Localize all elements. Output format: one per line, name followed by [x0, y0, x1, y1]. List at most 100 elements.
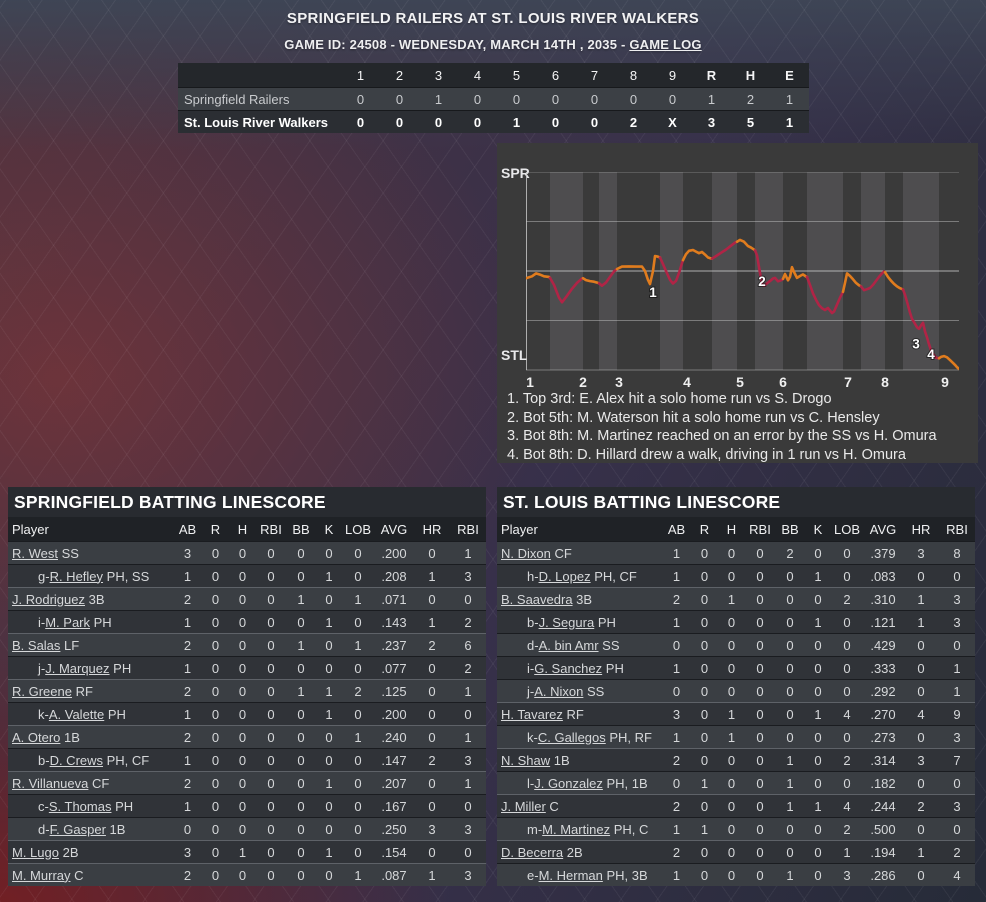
stat-cell: 0: [917, 821, 925, 837]
player-position: SS: [583, 683, 605, 699]
player-cell: J. Miller C: [497, 799, 662, 814]
linescore-team-name[interactable]: Springfield Railers: [184, 91, 290, 107]
stat-cell: .154: [381, 844, 407, 860]
player-name-link[interactable]: G. Sanchez: [534, 660, 603, 676]
player-name-link[interactable]: F. Gasper: [49, 821, 106, 837]
stat-cell: 0: [814, 775, 822, 791]
player-name-link[interactable]: M. Lugo: [12, 844, 59, 860]
event-marker-1: 1: [649, 285, 657, 300]
inning-score-cell: 0: [395, 114, 404, 130]
stat-cell: 0: [238, 545, 247, 561]
stat-cell: 0: [354, 752, 362, 768]
hits-cell: 2: [746, 91, 755, 107]
stat-cell: 0: [727, 545, 736, 561]
stat-cell: 0: [297, 752, 305, 768]
pinch-prefix: k-: [38, 706, 49, 722]
stat-cell: 0: [953, 637, 961, 653]
player-name-link[interactable]: D. Crews: [49, 752, 104, 768]
win-prob-line-spr: [883, 270, 905, 291]
stat-cell: 1: [727, 706, 736, 722]
stat-cell: 1: [183, 752, 192, 768]
stat-cell: 0: [786, 568, 794, 584]
stat-cell: .083: [870, 568, 896, 584]
player-name-link[interactable]: R. Greene: [12, 683, 72, 699]
stat-cell: 0: [756, 706, 764, 722]
game-log-link[interactable]: GAME LOG: [629, 37, 702, 52]
inning-score-cell: 0: [395, 91, 404, 107]
player-cell: j-J. Marquez PH: [8, 661, 173, 676]
stat-cell: 3: [917, 752, 925, 768]
inning-tick-label: 6: [779, 374, 787, 390]
player-name-link[interactable]: A. Nixon: [534, 683, 584, 699]
player-name-link[interactable]: D. Becerra: [501, 844, 564, 860]
player-name-link[interactable]: A. Otero: [12, 729, 61, 745]
inning-tick-label: 2: [579, 374, 587, 390]
player-name-link[interactable]: J. Gonzalez: [534, 775, 603, 791]
stat-cell: 0: [756, 591, 764, 607]
stat-cell: .207: [381, 775, 407, 791]
player-position: PH, CF: [590, 568, 637, 584]
linescore-header-cell: 9: [668, 67, 677, 83]
win-prob-line-stl: [658, 256, 685, 285]
batting-row: J. Miller C 2 0 0 0 1 1 4 .244 2 3: [497, 794, 975, 817]
player-name-link[interactable]: J. Segura: [538, 614, 595, 630]
stat-cell: 2: [183, 637, 192, 653]
stat-cell: 0: [786, 729, 794, 745]
stat-cell: 0: [756, 729, 764, 745]
player-name-link[interactable]: S. Thomas: [48, 798, 112, 814]
player-name-link[interactable]: J. Marquez: [45, 660, 110, 676]
player-name-link[interactable]: N. Dixon: [501, 545, 551, 561]
player-name-link[interactable]: N. Shaw: [501, 752, 551, 768]
player-name-link[interactable]: R. Villanueva: [12, 775, 89, 791]
stat-cell: 0: [843, 545, 851, 561]
stat-cell: .071: [381, 591, 407, 607]
inning-score-cell: 2: [629, 114, 638, 130]
player-name-link[interactable]: A. Valette: [48, 706, 105, 722]
stat-cell: 0: [756, 821, 764, 837]
stat-cell: 0: [267, 752, 275, 768]
player-name-link[interactable]: R. West: [12, 545, 58, 561]
stat-cell: 1: [917, 844, 925, 860]
stat-cell: .310: [870, 591, 896, 607]
stat-cell: 0: [211, 706, 220, 722]
player-name-link[interactable]: M. Murray: [12, 867, 71, 883]
player-name-link[interactable]: C. Gallegos: [537, 729, 606, 745]
stat-cell: 1: [843, 844, 851, 860]
stat-cell: 1: [354, 637, 362, 653]
player-name-link[interactable]: B. Saavedra: [501, 591, 573, 607]
player-name-link[interactable]: M. Martinez: [542, 821, 611, 837]
win-prob-line-spr: [735, 238, 757, 252]
stat-cell: 0: [727, 614, 736, 630]
stat-cell: 0: [786, 821, 794, 837]
stat-cell: 0: [238, 775, 247, 791]
player-cell: J. Rodriguez 3B: [8, 592, 173, 607]
player-name-link[interactable]: R. Hefley: [49, 568, 104, 584]
batting-row: b-D. Crews PH, CF 1 0 0 0 0 0 0 .147 2 3: [8, 748, 486, 771]
stat-cell: 2: [953, 844, 961, 860]
player-name-link[interactable]: H. Tavarez: [501, 706, 563, 722]
stat-cell: 0: [428, 729, 436, 745]
stat-cell: 0: [211, 821, 220, 837]
stat-cell: 0: [700, 729, 709, 745]
batting-header-cell: H: [237, 521, 248, 537]
batting-row: J. Rodriguez 3B 2 0 0 0 1 0 1 .071 0 0: [8, 587, 486, 610]
player-name-link[interactable]: B. Salas: [12, 637, 61, 653]
linescore-team-name[interactable]: St. Louis River Walkers: [184, 114, 329, 130]
stat-cell: .208: [381, 568, 407, 584]
player-name-link[interactable]: D. Lopez: [538, 568, 591, 584]
player-position: PH: [90, 614, 112, 630]
player-name-link[interactable]: J. Rodriguez: [12, 591, 85, 607]
player-name-link[interactable]: M. Herman: [538, 867, 603, 883]
stat-cell: 0: [727, 798, 736, 814]
player-name-link[interactable]: J. Miller: [501, 798, 546, 814]
player-name-link[interactable]: M. Park: [45, 614, 91, 630]
stat-cell: .167: [381, 798, 407, 814]
stat-cell: 1: [325, 706, 333, 722]
stat-cell: 0: [267, 821, 275, 837]
player-name-link[interactable]: A. bin Amr: [538, 637, 599, 653]
stat-cell: .121: [870, 614, 896, 630]
stat-cell: 4: [843, 706, 851, 722]
stat-cell: 7: [953, 752, 961, 768]
stat-cell: 0: [672, 775, 681, 791]
stat-cell: 0: [727, 775, 736, 791]
